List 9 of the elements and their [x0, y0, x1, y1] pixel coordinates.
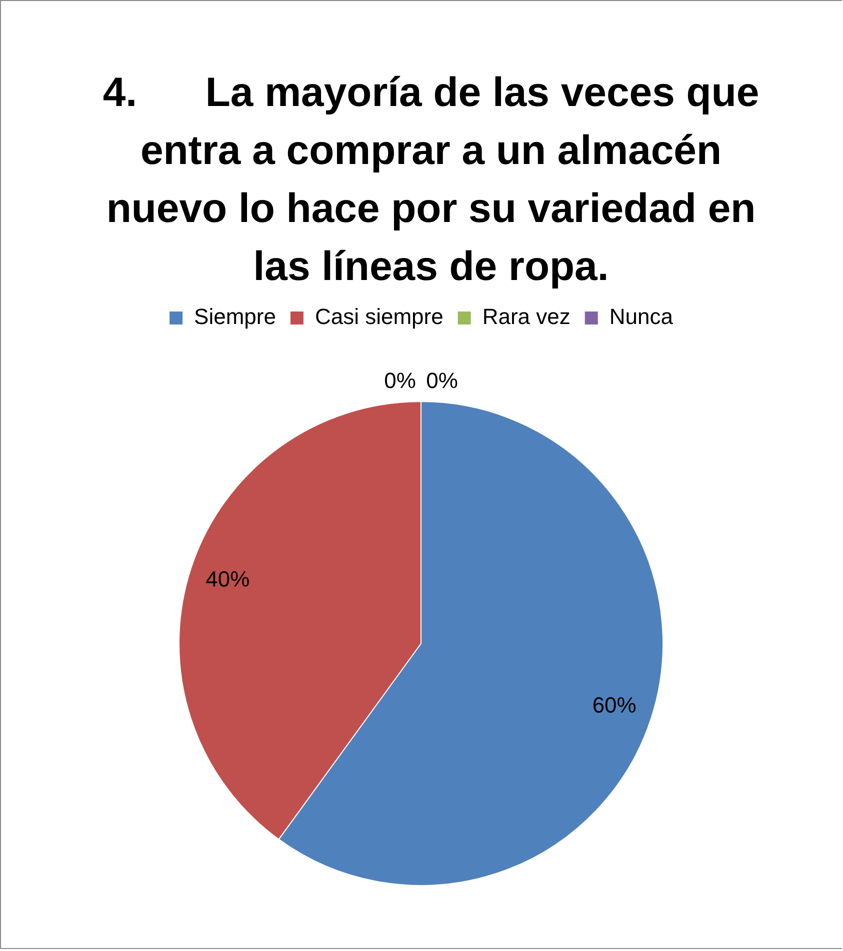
text: 0%: [384, 368, 416, 394]
data-label: 60%: [592, 692, 636, 718]
legend-label: Rara vez: [482, 304, 570, 330]
legend-label: Casi siempre: [314, 304, 444, 330]
text: 0%: [426, 368, 458, 394]
legend-label: Nunca: [609, 304, 674, 330]
data-label: 40%: [206, 566, 250, 592]
legend-label: Siempre: [194, 304, 276, 330]
chart-title: 4. La mayoría de las veces que entra a comprar a un almacén nuevo lo hace por su variedad en las líneas de ropa.: [102, 68, 760, 291]
